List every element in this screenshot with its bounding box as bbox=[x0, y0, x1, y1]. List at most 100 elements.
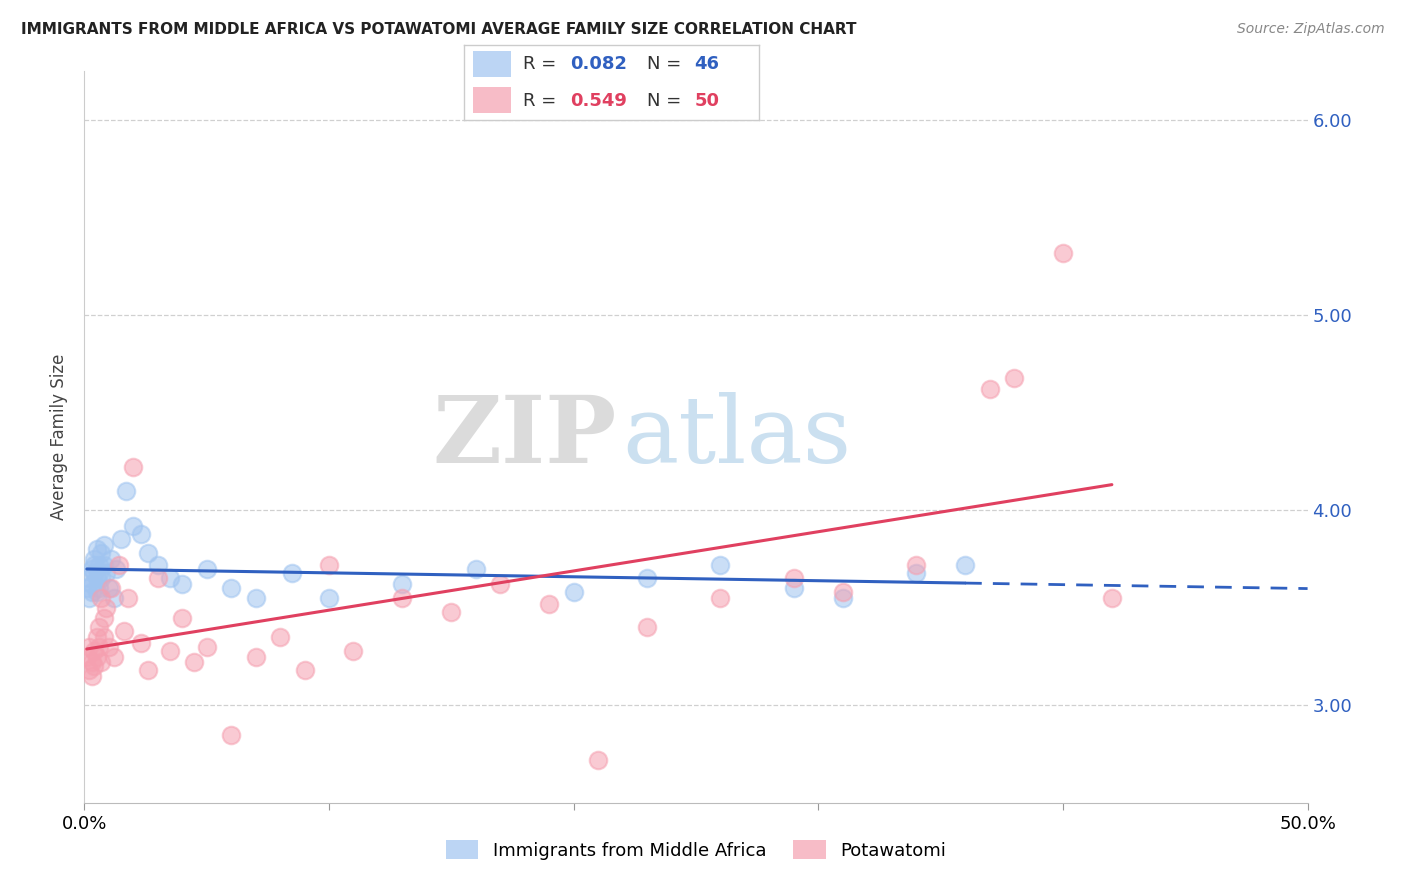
Point bbox=[269, 630, 291, 644]
Point bbox=[538, 597, 561, 611]
Point bbox=[96, 566, 118, 580]
Point bbox=[93, 610, 115, 624]
Point bbox=[245, 591, 267, 605]
Point bbox=[636, 572, 658, 586]
Text: IMMIGRANTS FROM MIDDLE AFRICA VS POTAWATOMI AVERAGE FAMILY SIZE CORRELATION CHAR: IMMIGRANTS FROM MIDDLE AFRICA VS POTAWAT… bbox=[21, 22, 856, 37]
Point bbox=[77, 663, 100, 677]
Point bbox=[90, 546, 112, 560]
Point bbox=[979, 382, 1001, 396]
Point bbox=[219, 727, 242, 741]
Point bbox=[83, 643, 105, 657]
Text: R =: R = bbox=[523, 92, 562, 110]
Point bbox=[86, 630, 108, 644]
Point bbox=[831, 585, 853, 599]
Point bbox=[294, 663, 316, 677]
Point bbox=[636, 620, 658, 634]
Point bbox=[97, 640, 120, 654]
Point bbox=[77, 572, 100, 586]
Point bbox=[87, 581, 110, 595]
Point bbox=[112, 624, 135, 639]
Point bbox=[709, 591, 731, 605]
Point bbox=[1101, 591, 1123, 605]
Point bbox=[195, 562, 218, 576]
Point bbox=[90, 656, 112, 670]
Point bbox=[96, 600, 118, 615]
Text: Source: ZipAtlas.com: Source: ZipAtlas.com bbox=[1237, 22, 1385, 37]
Point bbox=[146, 572, 169, 586]
Point bbox=[391, 577, 413, 591]
Text: atlas: atlas bbox=[623, 392, 852, 482]
Point bbox=[103, 649, 125, 664]
Point bbox=[136, 663, 159, 677]
FancyBboxPatch shape bbox=[472, 87, 512, 112]
Point bbox=[100, 552, 122, 566]
FancyBboxPatch shape bbox=[472, 52, 512, 78]
Point bbox=[440, 605, 463, 619]
Point bbox=[195, 640, 218, 654]
Point bbox=[122, 518, 145, 533]
Point bbox=[562, 585, 585, 599]
Point bbox=[129, 526, 152, 541]
Point bbox=[586, 753, 609, 767]
Point bbox=[86, 572, 108, 586]
Point bbox=[93, 558, 115, 572]
Point bbox=[318, 558, 340, 572]
Point bbox=[905, 558, 928, 572]
Point bbox=[709, 558, 731, 572]
Point bbox=[90, 591, 112, 605]
Text: 50: 50 bbox=[695, 92, 720, 110]
Point bbox=[136, 546, 159, 560]
Text: 0.549: 0.549 bbox=[571, 92, 627, 110]
Point bbox=[146, 558, 169, 572]
Point bbox=[159, 643, 181, 657]
Point bbox=[103, 591, 125, 605]
Point bbox=[86, 542, 108, 557]
Text: 46: 46 bbox=[695, 55, 720, 73]
Point bbox=[80, 585, 103, 599]
Text: N =: N = bbox=[647, 92, 688, 110]
Point bbox=[93, 630, 115, 644]
Y-axis label: Average Family Size: Average Family Size bbox=[51, 354, 69, 520]
Point bbox=[464, 562, 486, 576]
Legend: Immigrants from Middle Africa, Potawatomi: Immigrants from Middle Africa, Potawatom… bbox=[439, 833, 953, 867]
Point bbox=[83, 552, 105, 566]
Point bbox=[219, 581, 242, 595]
Point bbox=[489, 577, 512, 591]
Point bbox=[83, 659, 105, 673]
Point bbox=[77, 591, 100, 605]
Point bbox=[281, 566, 304, 580]
Point bbox=[80, 656, 103, 670]
Point bbox=[783, 572, 806, 586]
Point bbox=[122, 460, 145, 475]
Text: N =: N = bbox=[647, 55, 688, 73]
Point bbox=[1002, 370, 1025, 384]
Point bbox=[117, 591, 139, 605]
Point bbox=[831, 591, 853, 605]
Point bbox=[83, 558, 105, 572]
Point bbox=[183, 656, 205, 670]
Point bbox=[76, 581, 98, 595]
Point bbox=[76, 649, 98, 664]
Point bbox=[97, 581, 120, 595]
Point bbox=[105, 562, 128, 576]
Text: ZIP: ZIP bbox=[432, 392, 616, 482]
Point bbox=[107, 558, 129, 572]
Point bbox=[129, 636, 152, 650]
Text: R =: R = bbox=[523, 55, 562, 73]
Point bbox=[172, 577, 194, 591]
Point bbox=[905, 566, 928, 580]
Point bbox=[391, 591, 413, 605]
Point bbox=[159, 572, 181, 586]
Point bbox=[1052, 245, 1074, 260]
Point bbox=[87, 640, 110, 654]
Point bbox=[110, 533, 132, 547]
Point bbox=[318, 591, 340, 605]
Point bbox=[93, 538, 115, 552]
Point bbox=[953, 558, 976, 572]
Point bbox=[77, 640, 100, 654]
Point bbox=[245, 649, 267, 664]
Point bbox=[90, 572, 112, 586]
Point bbox=[172, 610, 194, 624]
Point bbox=[80, 669, 103, 683]
Text: 0.082: 0.082 bbox=[571, 55, 627, 73]
